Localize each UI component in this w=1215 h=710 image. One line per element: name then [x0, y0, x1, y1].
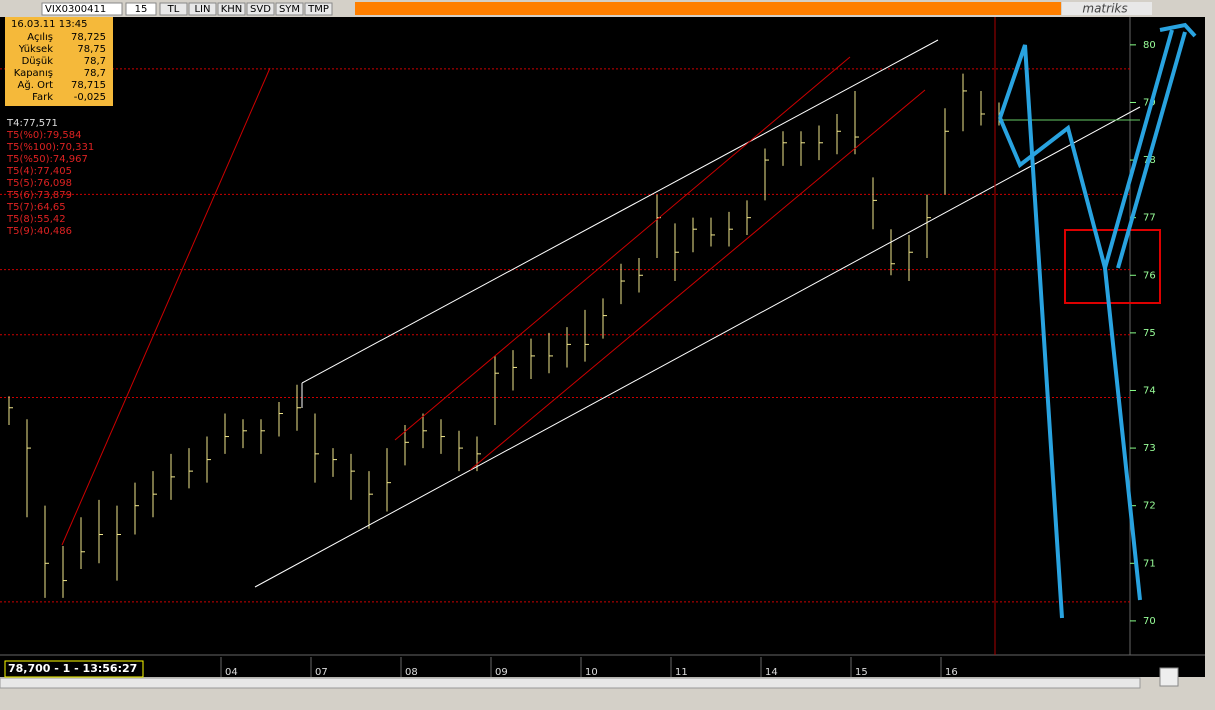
x-tick-label: 09: [495, 667, 508, 678]
toolbar-fill: [355, 2, 1061, 15]
info-date: 16.03.11 13:45: [11, 19, 88, 30]
x-tick-label: 16: [945, 667, 958, 678]
toolbar-button[interactable]: [246, 2, 275, 16]
arrow: [1103, 29, 1174, 269]
info-value: 78,715: [71, 80, 106, 91]
y-tick-label: 75: [1143, 328, 1156, 339]
arrow: [998, 117, 1142, 601]
info-label: Fark: [32, 92, 53, 103]
info-label: Açılış: [27, 32, 53, 43]
toolbar-button[interactable]: [304, 2, 333, 16]
toolbar-button-label[interactable]: SYM: [279, 4, 300, 15]
y-tick-label: 73: [1143, 443, 1156, 454]
symbol[interactable]: VIX0300411: [45, 4, 106, 15]
info-value: 78,725: [71, 32, 106, 43]
info-value: -0,025: [74, 92, 106, 103]
level-label: T5(9):40,486: [6, 226, 72, 237]
x-tick-label: 11: [675, 667, 688, 678]
t4: T4:77,571: [6, 118, 58, 129]
x-tick-label: 15: [855, 667, 868, 678]
trendline: [61, 67, 271, 546]
info-value: 78,75: [77, 44, 106, 55]
info-value: 78,7: [84, 68, 106, 79]
toolbar-button-label[interactable]: LIN: [194, 4, 210, 15]
toolbar-button-label[interactable]: TL: [167, 4, 180, 15]
toolbar-button-label[interactable]: TMP: [307, 4, 329, 15]
level-label: T5(6):73,879: [6, 190, 72, 201]
info-value: 78,7: [84, 56, 106, 67]
trendline: [394, 56, 851, 441]
info-label: Ağ. Ort: [18, 79, 54, 91]
x-tick-label: 14: [765, 667, 778, 678]
refresh-button[interactable]: [1159, 667, 1179, 687]
status: 78,700 - 1 - 13:56:27: [8, 662, 137, 675]
trendline: [469, 89, 926, 471]
arrow: [1116, 31, 1187, 269]
level-label: T5(4):77,405: [6, 166, 72, 177]
level-label: T5(7):64,65: [6, 202, 66, 213]
info-label: Kapanış: [14, 68, 53, 79]
y-tick-label: 74: [1143, 385, 1156, 396]
x-tick-label: 04: [225, 667, 238, 678]
symbol-box[interactable]: [41, 2, 123, 16]
level-label: T5(8):55,42: [6, 214, 66, 225]
trendline: [254, 106, 1141, 588]
level-label: T5(5):76,098: [6, 178, 72, 189]
brand-box: [1062, 2, 1152, 15]
box: [1064, 229, 1161, 304]
trendline: [301, 39, 939, 384]
arrowhead: [1159, 22, 1197, 38]
x-tick-label: 08: [405, 667, 418, 678]
level-label: T5(%100):70,331: [6, 142, 94, 153]
y-tick-label: 80: [1143, 40, 1156, 51]
period[interactable]: 15: [135, 4, 148, 15]
toolbar-button[interactable]: [188, 2, 217, 16]
level-label: T5(%0):79,584: [6, 130, 82, 141]
y-tick-label: 71: [1143, 558, 1156, 569]
status-box: [4, 660, 144, 678]
x-tick-label: 07: [315, 667, 328, 678]
info-label: Yüksek: [18, 44, 53, 55]
arrow: [998, 44, 1064, 619]
scrollbar[interactable]: [0, 677, 1141, 689]
y-tick-label: 79: [1143, 97, 1156, 108]
toolbar-button[interactable]: [159, 2, 188, 16]
y-tick-label: 77: [1143, 213, 1156, 224]
level-label: T5(%50):74,967: [6, 154, 88, 165]
info-box: [5, 17, 113, 106]
drawings: [61, 17, 1197, 655]
y-tick-label: 72: [1143, 501, 1156, 512]
y-tick-label: 76: [1143, 270, 1156, 281]
toolbar-button[interactable]: [275, 2, 304, 16]
brand: matriks: [1082, 2, 1127, 16]
info-label: Düşük: [22, 56, 54, 67]
y-tick-label: 70: [1143, 616, 1156, 627]
x-tick-label: 10: [585, 667, 598, 678]
period-box[interactable]: [125, 2, 157, 16]
toolbar-button[interactable]: [217, 2, 246, 16]
toolbar-button-label[interactable]: KHN: [221, 4, 243, 15]
toolbar-button-label[interactable]: SVD: [250, 4, 271, 15]
x-axis-area: [0, 657, 1205, 677]
